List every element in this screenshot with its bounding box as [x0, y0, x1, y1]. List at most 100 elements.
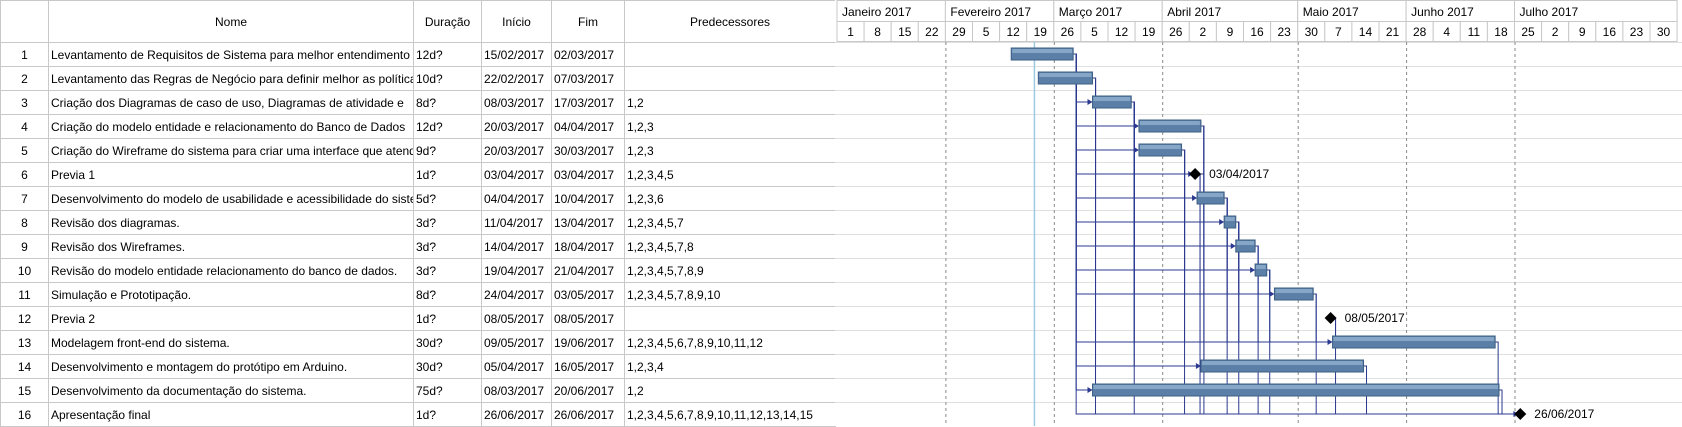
task-name[interactable]: Criação dos Diagramas de caso de uso, Di…: [48, 90, 414, 115]
task-start[interactable]: 19/04/2017: [481, 258, 552, 283]
task-end[interactable]: 04/04/2017: [551, 114, 625, 139]
row-id[interactable]: 8: [0, 210, 49, 235]
row-id[interactable]: 12: [0, 306, 49, 331]
row-id[interactable]: 9: [0, 234, 49, 259]
task-name[interactable]: Simulação e Prototipação.: [48, 282, 414, 307]
task-duration[interactable]: 10d?: [413, 66, 482, 91]
task-duration[interactable]: 1d?: [413, 162, 482, 187]
table-row[interactable]: 10 Revisão do modelo entidade relacioname…: [0, 258, 836, 283]
task-start[interactable]: 09/05/2017: [481, 330, 552, 355]
table-row[interactable]: 15 Desenvolvimento da documentação do sis…: [0, 378, 836, 403]
task-end[interactable]: 18/04/2017: [551, 234, 625, 259]
task-duration[interactable]: 75d?: [413, 378, 482, 403]
task-start[interactable]: 08/05/2017: [481, 306, 552, 331]
task-predecessors[interactable]: 1,2,3,4,5,7,8: [624, 234, 836, 259]
task-start[interactable]: 08/03/2017: [481, 378, 552, 403]
task-name[interactable]: Desenvolvimento e montagem do protótipo …: [48, 354, 414, 379]
task-duration[interactable]: 8d?: [413, 90, 482, 115]
task-name[interactable]: Previa 1: [48, 162, 414, 187]
task-predecessors[interactable]: [624, 306, 836, 331]
row-id[interactable]: 7: [0, 186, 49, 211]
task-end[interactable]: 16/05/2017: [551, 354, 625, 379]
task-predecessors[interactable]: 1,2: [624, 378, 836, 403]
task-start[interactable]: 08/03/2017: [481, 90, 552, 115]
task-predecessors[interactable]: 1,2,3,4,5,7,8,9: [624, 258, 836, 283]
table-row[interactable]: 14 Desenvolvimento e montagem do protótip…: [0, 354, 836, 379]
row-id[interactable]: 16: [0, 402, 49, 427]
task-name[interactable]: Levantamento das Regras de Negócio para …: [48, 66, 414, 91]
task-start[interactable]: 03/04/2017: [481, 162, 552, 187]
row-id[interactable]: 6: [0, 162, 49, 187]
task-name[interactable]: Desenvolvimento da documentação do siste…: [48, 378, 414, 403]
table-row[interactable]: 12 Previa 2 1d? 08/05/2017 08/05/2017: [0, 306, 836, 331]
task-predecessors[interactable]: [624, 42, 836, 67]
col-header-predecessors[interactable]: Predecessores: [624, 0, 836, 43]
task-predecessors[interactable]: 1,2,3: [624, 138, 836, 163]
table-row[interactable]: 7 Desenvolvimento do modelo de usabilidad…: [0, 186, 836, 211]
task-predecessors[interactable]: 1,2: [624, 90, 836, 115]
row-id[interactable]: 5: [0, 138, 49, 163]
task-end[interactable]: 02/03/2017: [551, 42, 625, 67]
task-name[interactable]: Apresentação final: [48, 402, 414, 427]
task-end[interactable]: 30/03/2017: [551, 138, 625, 163]
task-duration[interactable]: 12d?: [413, 42, 482, 67]
task-duration[interactable]: 5d?: [413, 186, 482, 211]
task-predecessors[interactable]: 1,2,3,4,5,7,8,9,10: [624, 282, 836, 307]
row-id[interactable]: 11: [0, 282, 49, 307]
table-row[interactable]: 1 Levantamento de Requisitos de Sistema p…: [0, 42, 836, 67]
col-header-duration[interactable]: Duração: [413, 0, 482, 43]
task-duration[interactable]: 3d?: [413, 210, 482, 235]
task-name[interactable]: Desenvolvimento do modelo de usabilidade…: [48, 186, 414, 211]
task-start[interactable]: 14/04/2017: [481, 234, 552, 259]
task-end[interactable]: 20/06/2017: [551, 378, 625, 403]
col-header-end[interactable]: Fim: [551, 0, 625, 43]
col-header-id[interactable]: [0, 0, 49, 43]
col-header-start[interactable]: Início: [481, 0, 552, 43]
task-end[interactable]: 03/05/2017: [551, 282, 625, 307]
row-id[interactable]: 10: [0, 258, 49, 283]
table-row[interactable]: 5 Criação do Wireframe do sistema para cr…: [0, 138, 836, 163]
task-name[interactable]: Modelagem front-end do sistema.: [48, 330, 414, 355]
task-duration[interactable]: 1d?: [413, 306, 482, 331]
col-header-name[interactable]: Nome: [48, 0, 414, 43]
row-id[interactable]: 14: [0, 354, 49, 379]
task-name[interactable]: Revisão dos diagramas.: [48, 210, 414, 235]
task-duration[interactable]: 3d?: [413, 258, 482, 283]
task-duration[interactable]: 30d?: [413, 330, 482, 355]
task-start[interactable]: 20/03/2017: [481, 138, 552, 163]
table-row[interactable]: 4 Criação do modelo entidade e relacionam…: [0, 114, 836, 139]
task-predecessors[interactable]: 1,2,3: [624, 114, 836, 139]
task-end[interactable]: 13/04/2017: [551, 210, 625, 235]
task-name[interactable]: Revisão dos Wireframes.: [48, 234, 414, 259]
task-duration[interactable]: 9d?: [413, 138, 482, 163]
table-row[interactable]: 8 Revisão dos diagramas. 3d? 11/04/2017 13/0…: [0, 210, 836, 235]
task-start[interactable]: 22/02/2017: [481, 66, 552, 91]
task-end[interactable]: 19/06/2017: [551, 330, 625, 355]
task-start[interactable]: 24/04/2017: [481, 282, 552, 307]
task-duration[interactable]: 12d?: [413, 114, 482, 139]
task-duration[interactable]: 30d?: [413, 354, 482, 379]
task-end[interactable]: 21/04/2017: [551, 258, 625, 283]
task-predecessors[interactable]: 1,2,3,4,5: [624, 162, 836, 187]
table-row[interactable]: 6 Previa 1 1d? 03/04/2017 03/04/2017 1,2,3,4,…: [0, 162, 836, 187]
row-id[interactable]: 1: [0, 42, 49, 67]
task-start[interactable]: 11/04/2017: [481, 210, 552, 235]
task-end[interactable]: 26/06/2017: [551, 402, 625, 427]
task-predecessors[interactable]: [624, 66, 836, 91]
task-end[interactable]: 07/03/2017: [551, 66, 625, 91]
task-predecessors[interactable]: 1,2,3,4: [624, 354, 836, 379]
task-name[interactable]: Criação do Wireframe do sistema para cri…: [48, 138, 414, 163]
task-predecessors[interactable]: 1,2,3,4,5,6,7,8,9,10,11,12: [624, 330, 836, 355]
task-start[interactable]: 04/04/2017: [481, 186, 552, 211]
task-start[interactable]: 26/06/2017: [481, 402, 552, 427]
task-name[interactable]: Criação do modelo entidade e relacioname…: [48, 114, 414, 139]
task-predecessors[interactable]: 1,2,3,6: [624, 186, 836, 211]
task-predecessors[interactable]: 1,2,3,4,5,6,7,8,9,10,11,12,13,14,15: [624, 402, 836, 427]
table-row[interactable]: 11 Simulação e Prototipação. 8d? 24/04/2017…: [0, 282, 836, 307]
table-row[interactable]: 16 Apresentação final 1d? 26/06/2017 26/06/2…: [0, 402, 836, 427]
task-start[interactable]: 15/02/2017: [481, 42, 552, 67]
task-name[interactable]: Previa 2: [48, 306, 414, 331]
task-duration[interactable]: 3d?: [413, 234, 482, 259]
task-duration[interactable]: 8d?: [413, 282, 482, 307]
task-name[interactable]: Revisão do modelo entidade relacionament…: [48, 258, 414, 283]
